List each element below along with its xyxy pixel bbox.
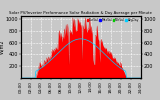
- Legend: CurVal, MaxVal, MinVal, AvgDay: CurVal, MaxVal, MinVal, AvgDay: [86, 18, 139, 22]
- Y-axis label: W/m2: W/m2: [0, 40, 4, 54]
- Title: Solar PV/Inverter Performance Solar Radiation & Day Average per Minute: Solar PV/Inverter Performance Solar Radi…: [9, 11, 152, 15]
